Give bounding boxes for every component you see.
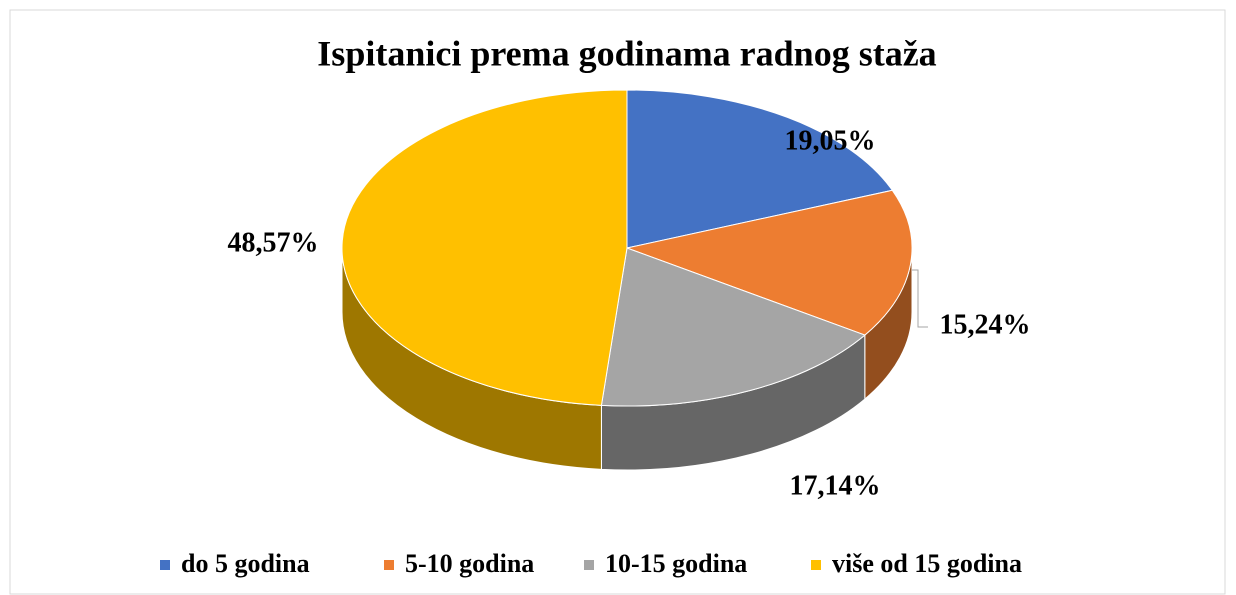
pie-slice: [625, 189, 913, 336]
legend-swatch: [160, 560, 170, 570]
data-label: 19,05%: [785, 125, 876, 156]
leader-line: [912, 269, 928, 328]
data-label: 15,24%: [940, 309, 1031, 340]
data-label: 17,14%: [790, 470, 881, 501]
pie-slice: [626, 89, 894, 249]
legend-swatch: [384, 560, 394, 570]
data-label: 48,57%: [228, 227, 319, 258]
legend-swatch: [811, 560, 821, 570]
pie-slice: [341, 89, 628, 406]
legend-label: više od 15 godina: [832, 549, 1022, 578]
legend-swatch: [584, 560, 594, 570]
chart-title: Ispitanici prema godinama radnog staža: [317, 33, 936, 73]
pie-slice: [600, 247, 866, 407]
legend-label: 10-15 godina: [605, 549, 747, 578]
legend-label: 5-10 godina: [405, 549, 534, 578]
legend-label: do 5 godina: [181, 549, 310, 578]
